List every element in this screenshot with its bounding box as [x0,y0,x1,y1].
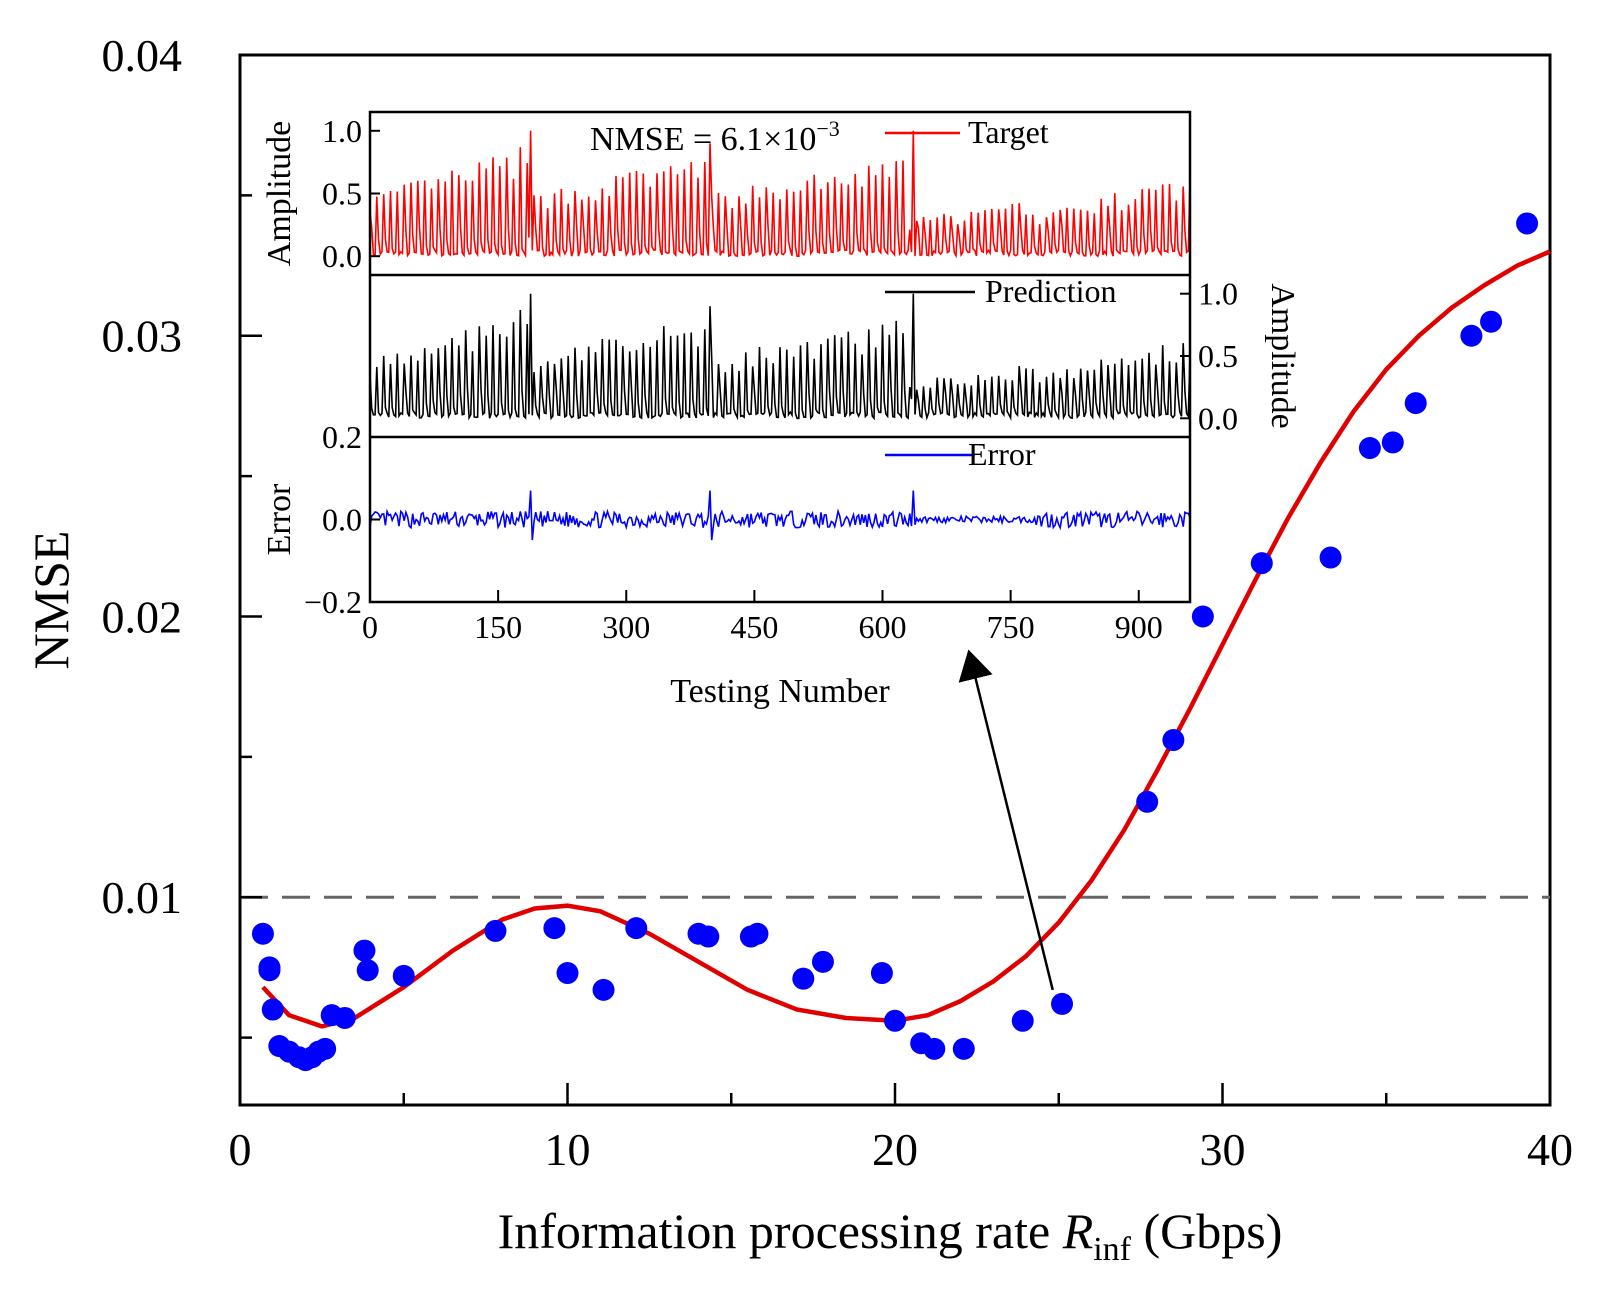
data-point [1404,392,1427,415]
data-point [792,967,815,990]
data-point [1319,546,1342,569]
x-tick-label: 30 [1200,1124,1246,1175]
inset-y-tick-label: −0.2 [304,584,362,620]
x-axis-title: Information processing rate Rinf (Gbps) [498,1203,1283,1268]
inset-plot: Target 1.0 0.5 0.0 Amplitude Prediction 1.0 0.5… [261,110,1301,710]
x-tick-label: 0 [229,1124,252,1175]
inset-x-tick-label: 0 [362,609,378,645]
data-point [251,922,274,945]
y-tick-label: 0.03 [102,311,183,362]
inset-y-tick-label: 0.5 [1198,338,1238,374]
inset-y-tick-label: 1.0 [1198,276,1238,312]
x-tick-label: 20 [872,1124,918,1175]
data-point [484,919,507,942]
data-point [392,964,415,987]
data-point [1191,605,1214,628]
inset-y-tick-label: 1.0 [322,113,362,149]
data-point [1250,552,1273,575]
data-point [261,998,284,1021]
inset-signal-target [369,130,1191,259]
data-point [1516,212,1539,235]
data-point [556,962,579,985]
inset-y-tick-label: 0.2 [322,419,362,455]
inset-x-tick-label: 750 [987,609,1035,645]
inset-legend-label: Prediction [985,273,1117,309]
scatter-points [251,212,1539,1072]
data-point [356,959,379,982]
data-point [314,1037,337,1060]
data-point [333,1006,356,1029]
data-point [258,956,281,979]
inset-y-tick-label: 0.5 [322,176,362,212]
inset-y-tick-label: 0.0 [322,238,362,274]
data-point [1358,437,1381,460]
data-point [1460,324,1483,347]
y-tick-label: 0.02 [102,591,183,642]
data-point [625,917,648,940]
inset-legend-label: Target [968,114,1049,150]
data-point [1051,992,1074,1015]
x-tick-label: 10 [545,1124,591,1175]
inset-signal-prediction [369,293,1191,422]
data-point [923,1037,946,1060]
data-point [884,1009,906,1032]
inset-y-axis-title: Amplitude [261,121,298,266]
data-point [592,978,615,1001]
data-point [811,950,834,973]
inset-y-axis-title: Error [261,483,298,555]
x-axis-ticks: 0 10 20 30 40 [229,1083,1573,1175]
data-point [746,922,769,945]
inset-x-axis-title: Testing Number [670,673,890,710]
data-point [1011,1009,1034,1032]
inset-y-tick-label: 0.0 [1198,400,1238,436]
inset-x-tick-label: 450 [730,609,778,645]
inset-x-tick-label: 600 [859,609,907,645]
y-tick-label: 0.01 [102,872,183,923]
x-tick-label: 40 [1527,1124,1573,1175]
data-point [870,962,893,985]
y-axis-title: NMSE [23,531,79,670]
data-point [543,917,566,940]
data-point [1136,790,1159,813]
inset-y-axis-title: Amplitude [1264,283,1301,428]
y-tick-label: 0.04 [102,30,183,81]
inset-nmse-annotation: NMSE = 6.1×10−3 [590,116,840,158]
data-point [1480,310,1503,333]
data-point [697,925,720,948]
inset-x-axis-ticks: 0 150 300 450 600 750 900 [362,590,1163,645]
inset-signal-error [369,490,1191,541]
y-axis-ticks: 0.01 0.02 0.03 0.04 [102,30,262,1039]
inset-x-tick-label: 150 [474,609,522,645]
inset-legend-label: Error [968,436,1036,472]
inset-x-tick-label: 900 [1115,609,1163,645]
data-point [1381,431,1404,454]
inset-y-tick-label: 0.0 [322,502,362,538]
data-point [1162,729,1185,752]
inset-x-tick-label: 300 [602,609,650,645]
data-point [353,939,376,962]
annotation-arrow [958,649,1054,991]
data-point [952,1037,975,1060]
